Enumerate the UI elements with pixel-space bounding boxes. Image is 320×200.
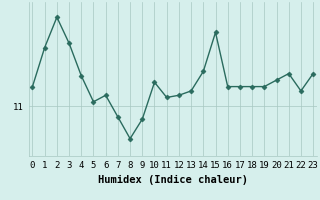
X-axis label: Humidex (Indice chaleur): Humidex (Indice chaleur)	[98, 175, 248, 185]
